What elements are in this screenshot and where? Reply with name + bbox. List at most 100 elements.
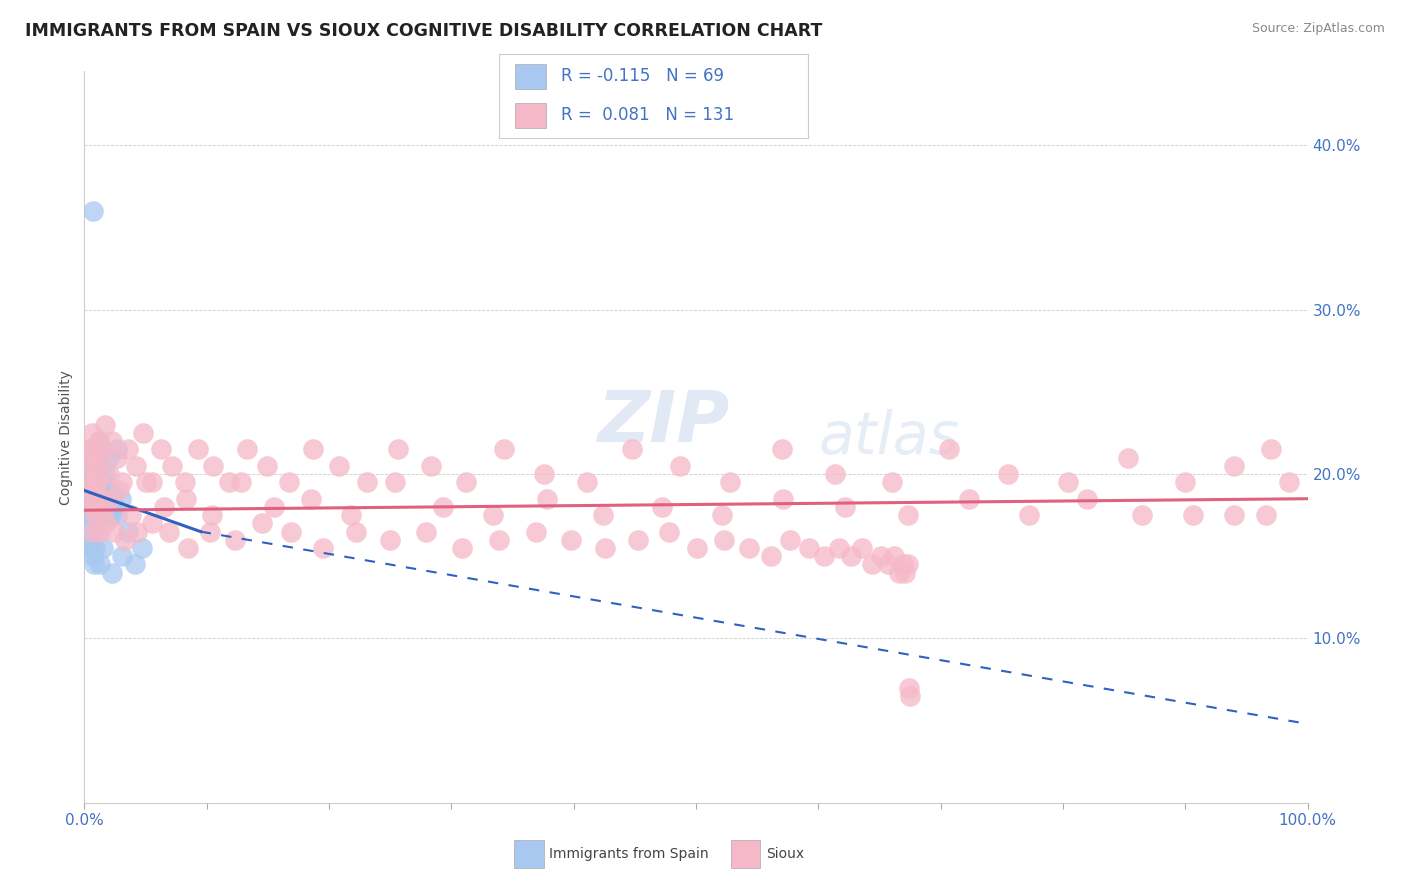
Point: [1254, 508, 1277, 523]
Point: [87, 483, 110, 498]
Point: [87, 434, 110, 449]
Point: [125, 458, 148, 473]
Point: [97, 450, 120, 465]
Point: [224, 533, 246, 547]
Point: [83, 467, 105, 481]
Point: [94, 417, 117, 432]
Point: [1260, 442, 1282, 457]
Point: [82, 491, 104, 506]
Point: [718, 475, 741, 490]
Point: [894, 566, 917, 580]
Point: [117, 442, 139, 457]
Point: [1116, 450, 1139, 465]
Point: [592, 508, 614, 523]
Point: [87, 500, 110, 514]
Point: [111, 475, 134, 490]
Point: [90, 483, 112, 498]
Point: [737, 541, 759, 555]
Point: [713, 533, 735, 547]
Point: [104, 524, 127, 539]
Point: [1076, 491, 1098, 506]
Text: ZIP: ZIP: [598, 388, 730, 457]
Point: [87, 475, 110, 490]
Point: [897, 558, 920, 572]
Point: [957, 491, 980, 506]
Point: [759, 549, 782, 564]
Point: [94, 467, 117, 481]
Point: [813, 549, 835, 564]
Point: [851, 541, 873, 555]
Point: [105, 450, 128, 465]
Point: [797, 541, 820, 555]
Point: [104, 500, 127, 514]
Point: [1278, 475, 1301, 490]
Point: [79, 458, 101, 473]
Point: [174, 491, 197, 506]
Point: [627, 533, 650, 547]
Y-axis label: Cognitive Disability: Cognitive Disability: [59, 369, 73, 505]
Point: [669, 458, 692, 473]
Text: Immigrants from Spain: Immigrants from Spain: [550, 847, 709, 861]
Point: [141, 516, 163, 531]
Point: [1056, 475, 1078, 490]
Point: [218, 475, 240, 490]
Point: [595, 541, 617, 555]
Point: [560, 533, 582, 547]
Point: [117, 524, 139, 539]
Point: [280, 524, 302, 539]
Point: [1223, 508, 1246, 523]
Point: [1223, 458, 1246, 473]
Point: [80, 524, 103, 539]
Point: [80, 516, 103, 531]
Point: [153, 500, 176, 514]
Point: [173, 475, 195, 490]
Point: [824, 467, 846, 481]
Point: [1174, 475, 1197, 490]
Point: [91, 508, 114, 523]
Point: [997, 467, 1019, 481]
Point: [96, 491, 118, 506]
Point: [82, 549, 104, 564]
Point: [1132, 508, 1154, 523]
Point: [187, 442, 209, 457]
Point: [98, 483, 121, 498]
Point: [177, 541, 200, 555]
Point: [891, 558, 914, 572]
Point: [111, 549, 134, 564]
Point: [299, 491, 322, 506]
Point: [86, 524, 108, 539]
Point: [82, 491, 104, 506]
Point: [938, 442, 960, 457]
Point: [454, 475, 477, 490]
Point: [79, 475, 101, 490]
Point: [80, 475, 103, 490]
Point: [87, 508, 110, 523]
Point: [77, 442, 100, 457]
Point: [384, 475, 406, 490]
Point: [77, 450, 100, 465]
Point: [312, 541, 335, 555]
Point: [125, 524, 148, 539]
Point: [96, 508, 118, 523]
Point: [82, 500, 104, 514]
Point: [83, 558, 105, 572]
Point: [77, 491, 100, 506]
Point: [91, 541, 114, 555]
Point: [344, 524, 367, 539]
FancyBboxPatch shape: [731, 840, 761, 868]
Point: [200, 524, 222, 539]
Point: [302, 442, 325, 457]
Point: [89, 558, 111, 572]
Point: [488, 533, 510, 547]
Point: [419, 458, 441, 473]
Point: [779, 533, 801, 547]
Point: [86, 483, 108, 498]
Point: [84, 541, 107, 555]
Point: [79, 541, 101, 555]
Point: [91, 475, 114, 490]
Point: [124, 558, 146, 572]
Point: [79, 491, 101, 506]
Point: [883, 549, 905, 564]
Point: [451, 541, 474, 555]
Point: [82, 508, 104, 523]
